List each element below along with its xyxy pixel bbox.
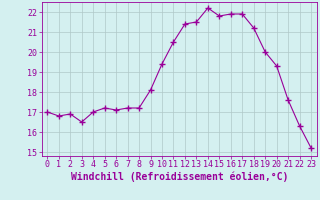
X-axis label: Windchill (Refroidissement éolien,°C): Windchill (Refroidissement éolien,°C) bbox=[70, 172, 288, 182]
